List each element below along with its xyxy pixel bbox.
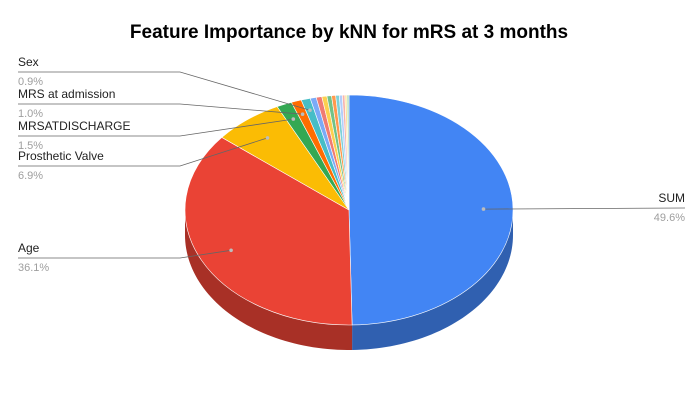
leader-dot-age (229, 248, 233, 253)
leader-dot-sum (481, 207, 486, 211)
slice-percent-age: 36.1% (18, 262, 49, 274)
leader-line-prosthetic-valve (18, 137, 268, 167)
pie-side-sum (352, 210, 513, 350)
leader-dot-mrs-at-admission (300, 112, 305, 116)
leader-dot-sex (308, 108, 312, 112)
leader-dot-mrsatdischarge (291, 117, 296, 121)
slice-percent-sum: 49.6% (654, 212, 685, 224)
leader-dot-prosthetic-valve (265, 136, 270, 140)
leader-line-sex (18, 71, 311, 111)
slice-label-mrs-at-admission: MRS at admission (18, 87, 115, 101)
leader-line-mrs-at-admission (18, 103, 303, 115)
slice-label-prosthetic-valve: Prosthetic Valve (18, 149, 104, 163)
pie-slices (184, 94, 514, 326)
slice-percent-sex: 0.9% (18, 76, 43, 88)
leader-line-age (18, 249, 232, 259)
slice-percent-mrsatdischarge: 1.5% (18, 140, 43, 152)
pie-slice-age[interactable] (184, 137, 353, 326)
slice-percent-mrs-at-admission: 1.0% (18, 108, 43, 120)
slice-label-sum: SUM (658, 191, 685, 205)
slice-label-sex: Sex (18, 55, 39, 69)
leader-line-mrsatdischarge (18, 118, 294, 137)
leader-line-sum (483, 207, 686, 210)
chart-title: Feature Importance by kNN for mRS at 3 m… (130, 22, 568, 43)
slice-percent-prosthetic-valve: 6.9% (18, 170, 43, 182)
slice-label-age: Age (18, 241, 40, 255)
slice-labels: SUM 49.6% Age 36.1% Prosthetic Valve 6.9% MRSA… (18, 55, 685, 274)
pie-slice-slice-15[interactable] (346, 94, 350, 211)
slice-label-mrsatdischarge: MRSATDISCHARGE (18, 119, 130, 133)
